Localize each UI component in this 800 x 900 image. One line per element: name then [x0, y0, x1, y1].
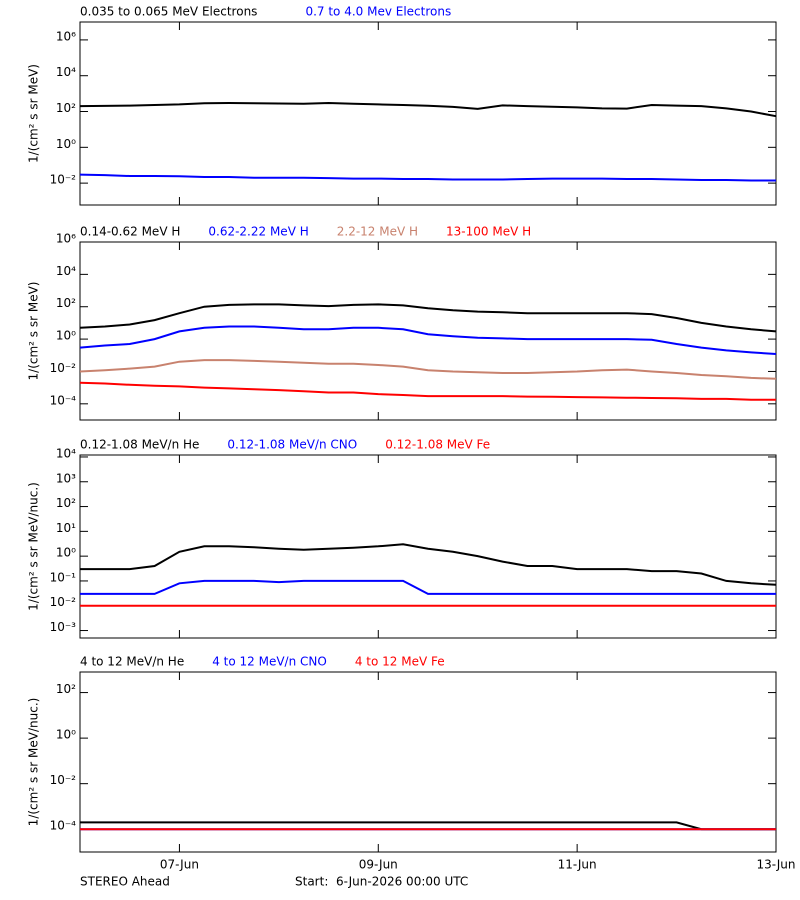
legend-entry: 0.12-1.08 MeV Fe: [385, 438, 490, 452]
y-tick-label: 10⁻²: [50, 773, 77, 787]
y-tick-label: 10⁴: [56, 446, 76, 460]
series-line: [80, 579, 776, 595]
legend-entry: 0.62-2.22 MeV H: [208, 225, 308, 239]
y-axis-label: 1/(cm² s sr MeV): [27, 64, 41, 163]
y-tick-label: 10⁶: [56, 29, 76, 43]
series-line: [79, 101, 777, 118]
legend-entry: 0.12-1.08 MeV/n CNO: [227, 438, 357, 452]
legend-entry: 0.035 to 0.065 MeV Electrons: [80, 5, 257, 19]
y-tick-label: 10⁶: [56, 232, 76, 246]
footer-left: STEREO Ahead: [80, 875, 170, 889]
y-tick-label: 10⁰: [56, 329, 76, 343]
y-tick-label: 10²: [56, 496, 76, 510]
legend-entry: 4 to 12 MeV/n CNO: [212, 655, 327, 669]
plot-frame: [79, 454, 777, 639]
y-tick-label: 10⁰: [56, 728, 76, 742]
y-tick-label: 10⁴: [56, 264, 76, 278]
y-axis-label: 1/(cm² s sr MeV/nuc.): [27, 482, 41, 611]
legend-entry: 2.2-12 MeV H: [337, 225, 418, 239]
y-tick-label: 10⁰: [56, 546, 76, 560]
y-axis-label: 1/(cm² s sr MeV/nuc.): [27, 698, 41, 827]
y-tick-label: 10⁻²: [50, 361, 77, 375]
y-tick-label: 10¹: [56, 521, 76, 535]
plot-frame: [79, 21, 777, 206]
x-tick-label: 09-Jun: [359, 858, 398, 872]
y-tick-label: 10³: [56, 471, 76, 485]
y-tick-label: 10⁻³: [50, 620, 77, 634]
legend-entry: 13-100 MeV H: [446, 225, 531, 239]
x-tick-label: 11-Jun: [558, 858, 597, 872]
y-tick-label: 10⁻¹: [50, 570, 77, 584]
legend-entry: 0.7 to 4.0 Mev Electrons: [305, 5, 451, 19]
y-tick-label: 10²: [56, 101, 76, 115]
y-tick-label: 10⁻²: [50, 173, 77, 187]
series-line: [79, 303, 777, 333]
legend-entry: 0.14-0.62 MeV H: [80, 225, 180, 239]
y-tick-label: 10⁻⁴: [50, 819, 77, 833]
series-line: [80, 543, 777, 586]
series-line: [79, 173, 776, 182]
series-line: [79, 381, 776, 401]
plot-frame: [79, 671, 777, 853]
y-tick-label: 10⁴: [56, 65, 76, 79]
y-axis-label: 1/(cm² s sr MeV): [27, 282, 41, 381]
y-tick-label: 10²: [56, 682, 76, 696]
y-tick-label: 10²: [56, 296, 76, 310]
x-tick-label: 07-Jun: [160, 858, 199, 872]
y-tick-label: 10⁻⁴: [50, 393, 77, 407]
y-tick-label: 10⁻²: [50, 595, 77, 609]
series-line: [80, 821, 776, 831]
series-line: [79, 325, 777, 355]
legend-entry: 4 to 12 MeV/n He: [80, 655, 184, 669]
footer-start: Start: 6-Jun-2026 00:00 UTC: [295, 875, 468, 889]
legend-entry: 0.12-1.08 MeV/n He: [80, 438, 199, 452]
y-tick-label: 10⁰: [56, 137, 76, 151]
legend-entry: 4 to 12 MeV Fe: [355, 655, 445, 669]
series-line: [79, 359, 777, 380]
x-tick-label: 13-Jun: [756, 858, 795, 872]
